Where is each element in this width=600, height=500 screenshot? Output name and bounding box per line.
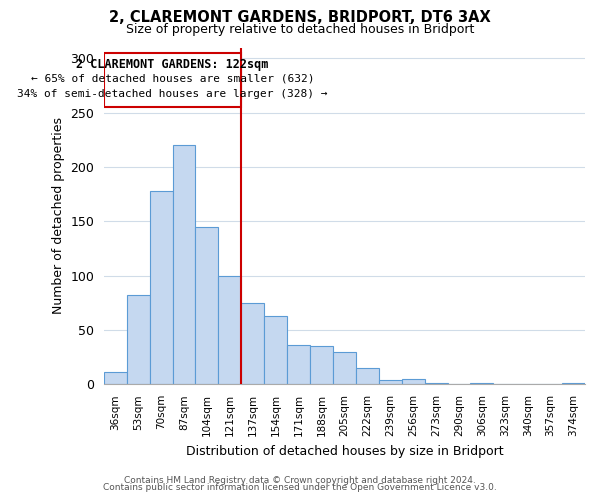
- Text: Contains public sector information licensed under the Open Government Licence v3: Contains public sector information licen…: [103, 484, 497, 492]
- Text: Size of property relative to detached houses in Bridport: Size of property relative to detached ho…: [126, 22, 474, 36]
- Text: 2, CLAREMONT GARDENS, BRIDPORT, DT6 3AX: 2, CLAREMONT GARDENS, BRIDPORT, DT6 3AX: [109, 10, 491, 25]
- Bar: [149, 191, 173, 384]
- Bar: [196, 227, 218, 384]
- Text: Contains HM Land Registry data © Crown copyright and database right 2024.: Contains HM Land Registry data © Crown c…: [124, 476, 476, 485]
- Text: 34% of semi-detached houses are larger (328) →: 34% of semi-detached houses are larger (…: [17, 89, 328, 99]
- Y-axis label: Number of detached properties: Number of detached properties: [52, 118, 65, 314]
- Bar: [470, 383, 493, 384]
- Bar: [173, 146, 196, 384]
- Bar: [104, 372, 127, 384]
- Bar: [241, 303, 264, 384]
- Bar: [379, 380, 401, 384]
- Bar: [401, 379, 425, 384]
- Bar: [310, 346, 333, 385]
- Bar: [104, 53, 241, 108]
- Bar: [218, 276, 241, 384]
- Bar: [287, 345, 310, 385]
- X-axis label: Distribution of detached houses by size in Bridport: Distribution of detached houses by size …: [185, 444, 503, 458]
- Text: 2 CLAREMONT GARDENS: 122sqm: 2 CLAREMONT GARDENS: 122sqm: [76, 58, 269, 71]
- Bar: [356, 368, 379, 384]
- Bar: [562, 383, 585, 384]
- Bar: [264, 316, 287, 384]
- Bar: [333, 352, 356, 384]
- Bar: [425, 383, 448, 384]
- Bar: [127, 295, 149, 384]
- Text: ← 65% of detached houses are smaller (632): ← 65% of detached houses are smaller (63…: [31, 74, 314, 84]
